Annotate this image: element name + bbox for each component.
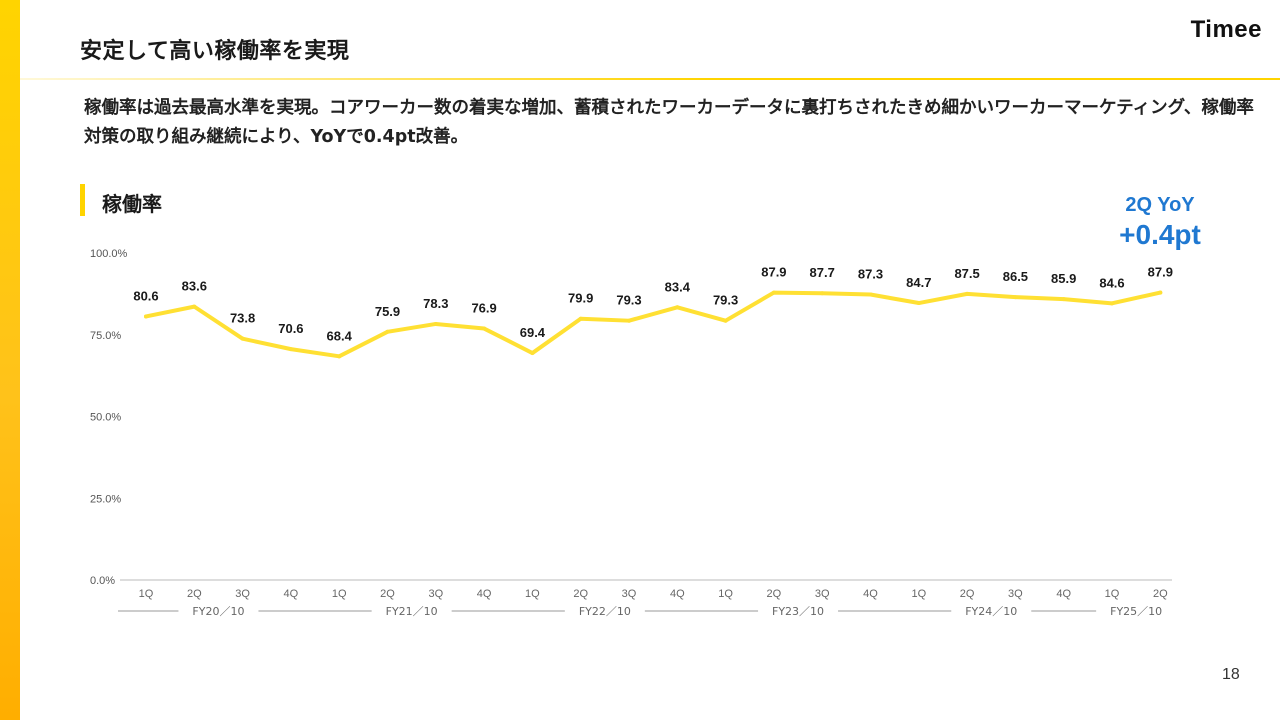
data-point: [240, 336, 245, 341]
x-tick-label: 1Q: [332, 588, 347, 600]
data-label: 87.5: [954, 266, 979, 281]
x-tick-label: 2Q: [1153, 588, 1168, 600]
x-tick-label: 3Q: [622, 588, 637, 600]
data-point: [820, 291, 825, 296]
data-point: [675, 305, 680, 310]
data-point: [965, 291, 970, 296]
data-point: [1013, 295, 1018, 300]
x-tick-label: 4Q: [477, 588, 492, 600]
data-point: [916, 301, 921, 306]
yoy-label: 2Q YoY: [1125, 194, 1195, 216]
y-tick-label: 25.0%: [90, 493, 121, 505]
data-label: 70.6: [278, 321, 303, 336]
x-tick-label: 2Q: [380, 588, 395, 600]
yoy-value: +0.4pt: [1119, 219, 1201, 250]
data-point: [723, 318, 728, 323]
data-point: [1110, 301, 1114, 306]
data-label: 83.6: [182, 279, 207, 294]
data-label: 78.3: [423, 296, 448, 311]
fiscal-year-label: FY22／10: [579, 605, 631, 618]
fiscal-year-label: FY25／10: [1110, 605, 1162, 618]
data-point: [192, 304, 197, 309]
data-label: 80.6: [133, 288, 158, 303]
y-tick-label: 50.0%: [90, 412, 121, 424]
y-tick-label: 75.0%: [90, 330, 121, 342]
data-point: [288, 347, 293, 352]
data-label: 84.7: [906, 275, 931, 290]
y-tick-label: 100.0%: [90, 248, 128, 260]
data-point: [868, 292, 873, 297]
fiscal-year-label: FY20／10: [192, 605, 244, 618]
page-number: 18: [1222, 666, 1240, 683]
data-label: 79.3: [713, 293, 738, 308]
x-tick-label: 2Q: [960, 588, 975, 600]
data-point: [144, 314, 148, 319]
x-tick-label: 2Q: [187, 588, 202, 600]
data-label: 75.9: [375, 304, 400, 319]
section-title: 稼働率: [102, 192, 162, 216]
data-point: [482, 326, 487, 331]
x-tick-label: 1Q: [1105, 588, 1120, 600]
x-tick-label: 4Q: [1056, 588, 1071, 600]
data-label: 79.3: [616, 293, 641, 308]
x-tick-label: 1Q: [139, 588, 154, 600]
data-point: [385, 329, 390, 334]
brand-logo: Timee: [1190, 16, 1262, 43]
x-tick-label: 4Q: [284, 588, 299, 600]
x-tick-label: 3Q: [428, 588, 443, 600]
data-label: 85.9: [1051, 271, 1076, 286]
data-point: [627, 318, 631, 323]
data-label: 68.4: [327, 328, 353, 343]
x-tick-label: 1Q: [718, 588, 733, 600]
x-tick-label: 1Q: [911, 588, 926, 600]
data-label: 86.5: [1003, 269, 1028, 284]
page-title: 安定して高い稼働率を実現: [80, 39, 350, 64]
x-tick-label: 3Q: [1008, 588, 1023, 600]
lead-paragraph: 稼働率は過去最高水準を実現。コアワーカー数の着実な増加、蓄積されたワーカーデータ…: [84, 98, 1254, 147]
x-tick-label: 4Q: [863, 588, 878, 600]
data-label: 73.8: [230, 311, 255, 326]
fiscal-year-label: FY21／10: [386, 605, 438, 618]
data-point: [337, 354, 342, 359]
fiscal-year-label: FY24／10: [965, 605, 1017, 618]
section-marker: [80, 184, 85, 216]
data-label: 79.9: [568, 291, 593, 306]
data-label: 83.4: [665, 279, 691, 294]
series-line: [144, 290, 1163, 359]
data-point: [433, 321, 438, 326]
data-label: 87.9: [761, 265, 786, 280]
x-tick-label: 2Q: [767, 588, 782, 600]
y-tick-label: 0.0%: [90, 575, 115, 587]
x-tick-label: 1Q: [525, 588, 540, 600]
data-label: 87.3: [858, 267, 883, 282]
x-tick-label: 2Q: [573, 588, 588, 600]
data-label: 76.9: [471, 301, 496, 316]
data-point: [771, 290, 776, 295]
title-divider: [20, 78, 1280, 80]
data-point: [1061, 297, 1066, 302]
side-accent-bar: [0, 0, 20, 720]
x-tick-label: 3Q: [815, 588, 830, 600]
x-tick-label: 3Q: [235, 588, 250, 600]
data-label: 87.9: [1148, 265, 1173, 280]
data-label: 87.7: [810, 265, 835, 280]
data-point: [530, 351, 535, 356]
x-tick-label: 4Q: [670, 588, 685, 600]
data-label: 69.4: [520, 325, 546, 340]
data-point: [1158, 290, 1163, 295]
yoy-callout: 2Q YoY +0.4pt: [1090, 194, 1230, 251]
data-point: [578, 316, 583, 321]
data-label: 84.6: [1099, 275, 1124, 290]
fiscal-year-label: FY23／10: [772, 605, 824, 618]
